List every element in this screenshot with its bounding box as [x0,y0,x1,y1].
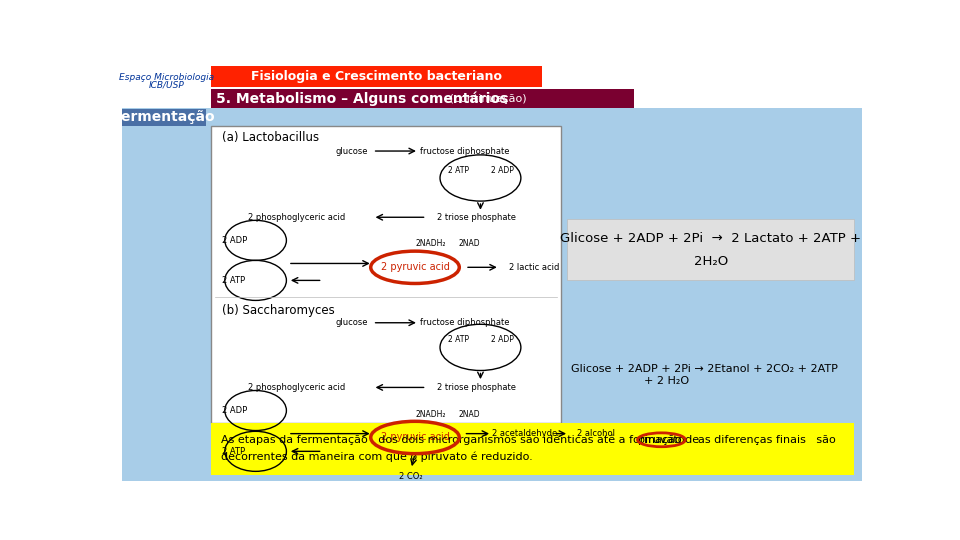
Text: 2 lactic acid: 2 lactic acid [509,263,560,272]
Text: + 2 H₂O: + 2 H₂O [644,376,689,386]
Text: 2 phosphoglyceric acid: 2 phosphoglyceric acid [249,213,346,222]
FancyBboxPatch shape [211,90,635,108]
FancyBboxPatch shape [123,109,205,126]
Text: ICB/USP: ICB/USP [149,81,184,90]
Text: 2NAD: 2NAD [458,410,480,419]
FancyBboxPatch shape [211,423,853,475]
Text: piruvato: piruvato [638,435,684,445]
Text: Glicose + 2ADP + 2Pi → 2Etanol + 2CO₂ + 2ATP: Glicose + 2ADP + 2Pi → 2Etanol + 2CO₂ + … [571,364,838,374]
Text: 2 CO₂: 2 CO₂ [399,472,423,481]
Text: as diferenças finais   são: as diferenças finais são [690,435,835,445]
Text: 2 ATP: 2 ATP [223,276,246,285]
Text: 2NAD: 2NAD [458,239,480,248]
Text: 2 ADP: 2 ADP [491,166,514,175]
Text: As etapas da fermentação   dos dois microrganismos são idênticas até a formação : As etapas da fermentação dos dois micror… [221,435,699,445]
Text: 2NADH₂: 2NADH₂ [415,239,445,248]
Text: Glicose + 2ADP + 2Pi  →  2 Lactato + 2ATP +: Glicose + 2ADP + 2Pi → 2 Lactato + 2ATP … [561,232,861,245]
Text: 2 phosphoglyceric acid: 2 phosphoglyceric acid [249,383,346,392]
Text: Espaço Microbiologia: Espaço Microbiologia [119,72,214,82]
Text: 5. Metabolismo – Alguns comentários: 5. Metabolismo – Alguns comentários [216,91,509,106]
Text: 2 pyruvic acid: 2 pyruvic acid [380,262,449,272]
Text: glucose: glucose [336,318,368,327]
FancyBboxPatch shape [123,65,861,481]
Text: 2 ATP: 2 ATP [448,335,469,344]
Text: Fisiologia e Crescimento bacteriano: Fisiologia e Crescimento bacteriano [251,70,502,83]
Text: 2 ATP: 2 ATP [448,166,469,175]
Text: fructose diphosphate: fructose diphosphate [420,318,510,327]
Text: (a) Lactobacillus: (a) Lactobacillus [223,131,320,144]
FancyBboxPatch shape [123,108,861,481]
Text: fructose diphosphate: fructose diphosphate [420,146,510,156]
FancyBboxPatch shape [211,126,562,423]
Text: 2H₂O: 2H₂O [693,255,728,268]
Text: 2 alcohol: 2 alcohol [577,429,615,438]
Text: (b) Saccharomyces: (b) Saccharomyces [223,304,335,317]
Text: 2 acetaldehyde: 2 acetaldehyde [492,429,557,438]
Text: Fermentação: Fermentação [112,110,215,124]
Text: 2 triose phosphate: 2 triose phosphate [437,383,516,392]
Text: 2 triose phosphate: 2 triose phosphate [437,213,516,222]
Text: 2NADH₂: 2NADH₂ [415,410,445,419]
Text: 2 pyruvic acid: 2 pyruvic acid [380,433,449,442]
Text: (continuação): (continuação) [445,93,526,104]
Text: glucose: glucose [336,146,368,156]
Text: 2 ADP: 2 ADP [223,406,248,415]
FancyBboxPatch shape [567,219,853,280]
Text: 2 ADP: 2 ADP [491,335,514,344]
Text: 2 ATP: 2 ATP [223,447,246,456]
FancyBboxPatch shape [211,66,542,87]
Text: 2 ADP: 2 ADP [223,236,248,245]
Text: decorrentes da maneira com que o piruvato é reduzido.: decorrentes da maneira com que o piruvat… [221,451,533,462]
